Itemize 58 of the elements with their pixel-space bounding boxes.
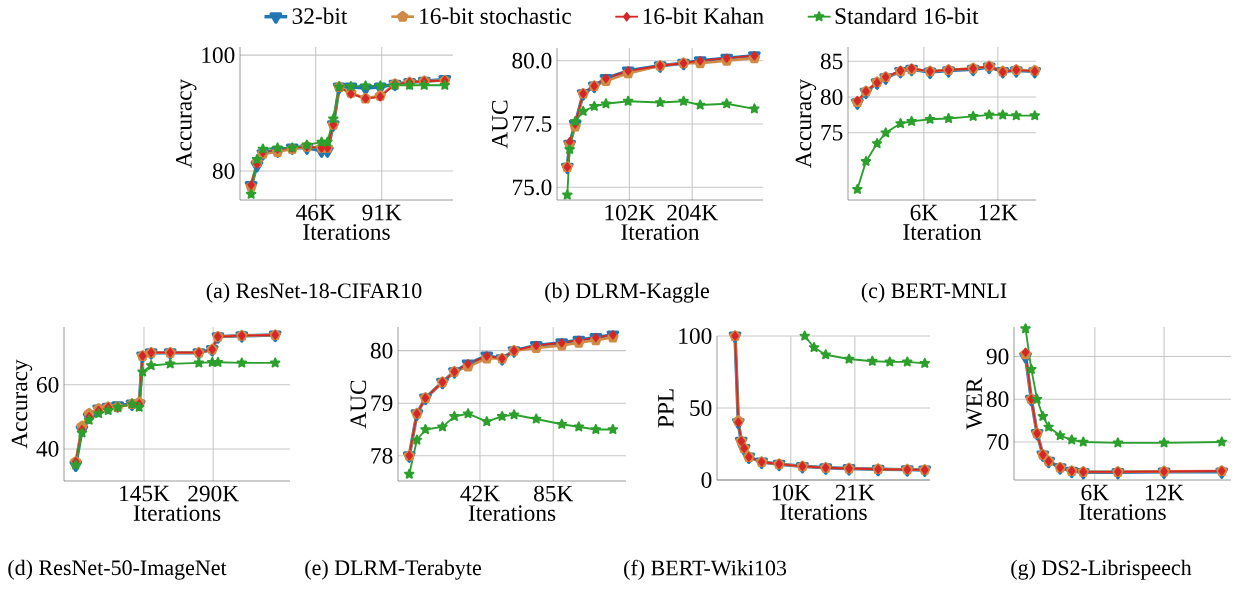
y-tick-label: 77.5 xyxy=(513,116,552,132)
legend-label: Standard 16-bit xyxy=(835,7,979,25)
text: (b) DLRM-Kaggle xyxy=(545,282,709,303)
y-tick-label: 75 xyxy=(821,125,843,141)
x-tick-label: 10K xyxy=(772,484,811,501)
y-tick-label: 90 xyxy=(986,348,1009,365)
y-tick-label: 40 xyxy=(36,441,59,457)
text: (a) ResNet-18-CIFAR10 xyxy=(206,282,422,303)
y-tick-label: 70 xyxy=(987,434,1009,450)
x-tick-label: 91K xyxy=(362,204,402,221)
x-tick-label: 12K xyxy=(1146,484,1184,501)
text: (c) BERT-MNLI xyxy=(861,282,1007,303)
y-tick-label: 79 xyxy=(371,395,393,412)
x-tick-label: 102K xyxy=(605,204,656,221)
x-tick-label: 6K xyxy=(910,204,938,221)
x-axis-title: Iteration xyxy=(621,224,700,240)
text: (d) ResNet-50-ImageNet xyxy=(8,559,227,580)
y-axis-title: Accuracy xyxy=(176,78,197,168)
x-tick-label: 21K xyxy=(835,484,875,501)
y-axis-title: AUC xyxy=(350,380,367,429)
y-tick-label: 85 xyxy=(820,53,843,70)
x-tick-label: 46K xyxy=(296,204,336,221)
x-tick-label: 42K xyxy=(460,485,500,502)
x-tick-label: 6K xyxy=(1081,484,1109,501)
legend-label: 32-bit xyxy=(292,7,348,25)
x-tick-label: 12K xyxy=(979,204,1018,221)
x-axis-title: Iterations xyxy=(1079,504,1166,520)
text: (e) DLRM-Terabyte xyxy=(305,559,481,580)
y-tick-label: 50 xyxy=(690,400,712,416)
legend-label: 16-bit stochastic xyxy=(420,7,571,25)
x-tick-label: 145K xyxy=(120,485,170,502)
x-axis-title: Iterations xyxy=(303,224,390,240)
y-tick-label: 78 xyxy=(371,447,393,464)
x-tick-label: 85K xyxy=(534,485,574,502)
y-tick-label: 80 xyxy=(212,163,235,179)
y-tick-label: 80 xyxy=(986,391,1009,408)
y-axis-title: PPL xyxy=(658,389,674,428)
y-axis-title: AUC xyxy=(491,100,508,149)
y-tick-label: 75.0 xyxy=(513,179,552,196)
legend-label: 16-bit Kahan xyxy=(643,7,764,25)
y-tick-label: 60 xyxy=(36,376,59,393)
x-axis-title: Iterations xyxy=(780,504,867,520)
y-axis-title: Accuracy xyxy=(795,78,817,168)
x-axis-title: Iterations xyxy=(133,505,221,521)
y-axis-title: WER xyxy=(966,377,983,430)
y-tick-label: 80.0 xyxy=(512,52,552,69)
y-tick-label: 80 xyxy=(820,89,843,105)
y-axis-title: Accuracy xyxy=(11,359,33,449)
y-tick-label: 80 xyxy=(370,342,393,359)
text: (g) DS2-Librispeech xyxy=(1011,559,1192,580)
x-axis-title: Iterations xyxy=(468,505,556,521)
x-tick-label: 290K xyxy=(188,485,239,502)
x-tick-label: 204K xyxy=(667,204,718,221)
y-tick-label: 100 xyxy=(679,328,712,344)
y-tick-label: 100 xyxy=(202,47,235,63)
y-tick-label: 0 xyxy=(701,472,712,488)
text: (f) BERT-Wiki103 xyxy=(624,559,787,580)
x-axis-title: Iteration xyxy=(903,224,982,240)
